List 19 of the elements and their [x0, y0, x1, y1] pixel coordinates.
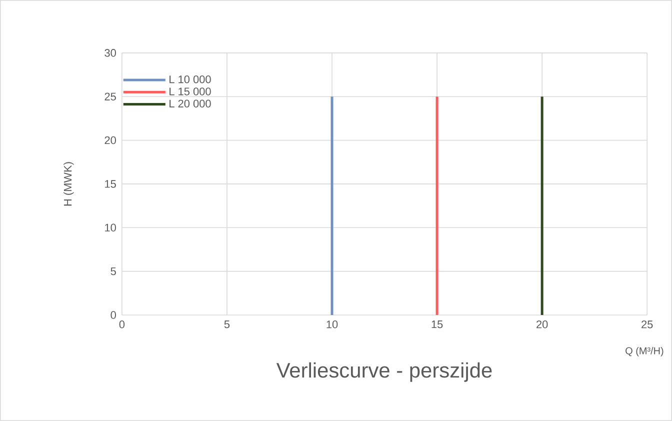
y-tick-label: 20: [104, 136, 116, 144]
x-tick-label: 0: [119, 320, 125, 328]
legend-label: L 15 000: [170, 88, 211, 96]
y-tick-label: 15: [105, 180, 116, 188]
y-tick-label: 25: [104, 92, 116, 101]
legend-label: L 20 000: [170, 100, 211, 108]
x-axis-title: Q (M³/H): [626, 347, 664, 356]
x-tick-label: 5: [224, 320, 230, 328]
x-tick-label: 20: [536, 320, 548, 328]
x-tick-label: 25: [642, 320, 653, 328]
y-tick-label: 5: [110, 268, 116, 276]
legend-label: L 10 000: [170, 75, 211, 84]
text: Verliescurve - perszijde: [276, 362, 492, 382]
x-tick-label: 10: [326, 320, 338, 328]
y-tick-label: 0: [110, 311, 116, 319]
y-tick-label: 30: [104, 49, 116, 57]
x-tick-label: 15: [432, 320, 443, 328]
y-tick-label: 10: [105, 224, 116, 232]
y-axis-title: H (MWK): [64, 162, 74, 206]
